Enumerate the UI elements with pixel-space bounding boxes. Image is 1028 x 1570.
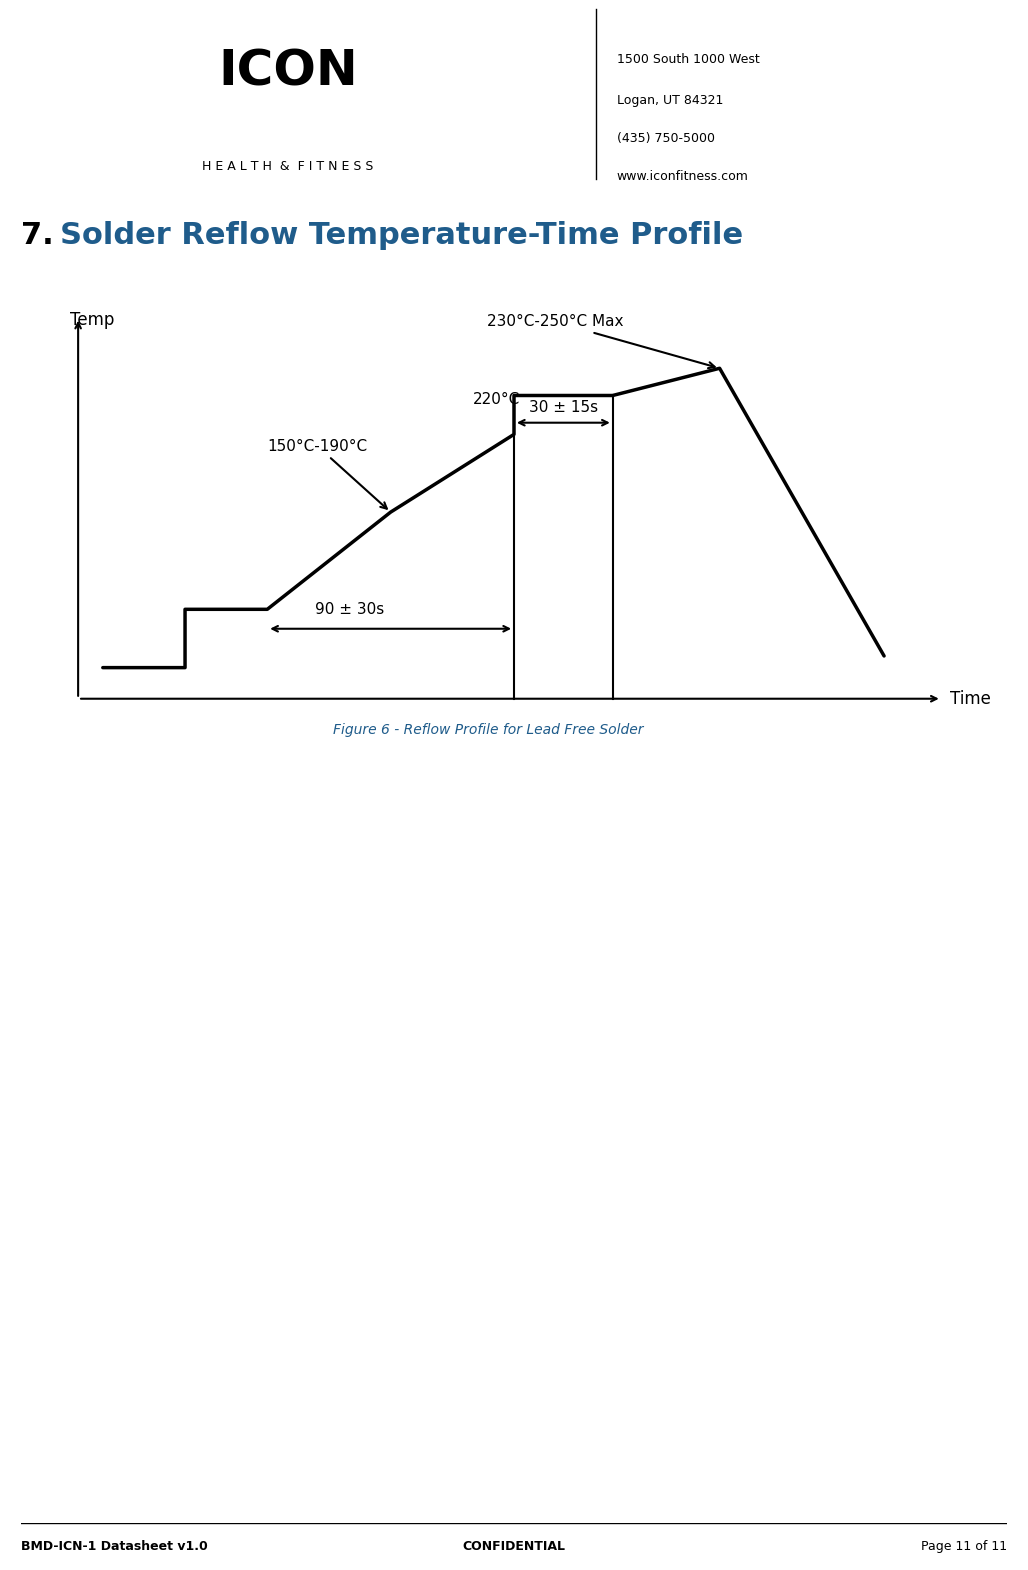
Text: Page 11 of 11: Page 11 of 11 [921,1540,1007,1553]
Text: Logan, UT 84321: Logan, UT 84321 [617,94,723,107]
Text: 230°C-250°C Max: 230°C-250°C Max [487,314,714,369]
Text: www.iconfitness.com: www.iconfitness.com [617,170,748,182]
Text: Solder Reflow Temperature-Time Profile: Solder Reflow Temperature-Time Profile [60,221,743,250]
Text: Temp: Temp [70,311,114,330]
Text: 220°C: 220°C [473,392,520,407]
Text: BMD-ICN-1 Datasheet v1.0: BMD-ICN-1 Datasheet v1.0 [21,1540,208,1553]
Text: 7.: 7. [21,221,53,250]
Text: ICON: ICON [218,47,358,96]
Text: CONFIDENTIAL: CONFIDENTIAL [463,1540,565,1553]
Text: 90 ± 30s: 90 ± 30s [315,601,384,617]
Text: 150°C-190°C: 150°C-190°C [267,438,387,509]
Text: H E A L T H  &  F I T N E S S: H E A L T H & F I T N E S S [203,160,373,173]
Text: (435) 750-5000: (435) 750-5000 [617,132,714,144]
Text: 30 ± 15s: 30 ± 15s [528,400,598,414]
Text: Time: Time [950,689,991,708]
Text: 1500 South 1000 West: 1500 South 1000 West [617,53,760,66]
Text: Figure 6 - Reflow Profile for Lead Free Solder: Figure 6 - Reflow Profile for Lead Free … [333,724,644,736]
